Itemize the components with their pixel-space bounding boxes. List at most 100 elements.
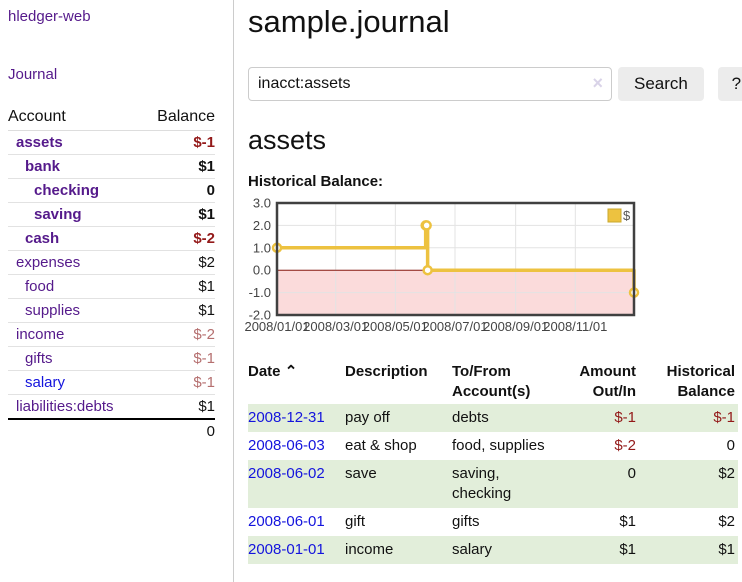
transaction-description: income xyxy=(345,541,394,558)
x-axis-tick-label: 2008/05/01 xyxy=(363,319,428,334)
transaction-balance: $-1 xyxy=(713,409,735,426)
account-balance: $-1 xyxy=(141,346,215,371)
account-row: assets $-1 xyxy=(8,130,215,155)
transaction-date-link[interactable]: 2008-06-01 xyxy=(248,513,325,530)
search-button[interactable]: Search xyxy=(618,67,704,101)
accounts-header-account: Account xyxy=(8,104,142,131)
x-axis-tick-label: 2008/11/01 xyxy=(543,319,607,334)
account-row: food $1 xyxy=(8,274,215,299)
transaction-balance: $2 xyxy=(718,513,735,530)
account-link[interactable]: salary xyxy=(25,374,66,391)
data-point-marker xyxy=(422,264,433,276)
column-header-date[interactable]: Date ⌃ xyxy=(248,363,298,380)
account-link[interactable]: supplies xyxy=(25,302,81,319)
account-row: bank $1 xyxy=(8,154,215,179)
account-row: supplies $1 xyxy=(8,298,215,323)
sidebar: hledger-web Journal Account Balance asse… xyxy=(0,0,234,582)
transaction-amount: $1 xyxy=(619,541,636,558)
search-form: × Search ? xyxy=(248,67,742,101)
account-balance: $1 xyxy=(141,202,215,227)
account-row: expenses $2 xyxy=(8,250,215,275)
account-link[interactable]: assets xyxy=(16,134,63,151)
transaction-description: eat & shop xyxy=(345,437,417,454)
page-title: sample.journal xyxy=(248,4,450,39)
account-row: gifts $-1 xyxy=(8,346,215,371)
x-axis-tick-label: 2008/03/01 xyxy=(303,319,368,334)
account-row: saving $1 xyxy=(8,202,215,227)
column-header-balance: Historical Balance xyxy=(666,363,735,400)
account-link[interactable]: gifts xyxy=(25,350,53,367)
transaction-date-link[interactable]: 2008-01-01 xyxy=(248,541,325,558)
transaction-row[interactable]: 2008-12-31 pay off debts $-1 $-1 xyxy=(248,404,738,432)
account-link[interactable]: liabilities:debts xyxy=(16,398,114,415)
account-balance: $-1 xyxy=(141,370,215,395)
account-row: cash $-2 xyxy=(8,226,215,251)
transaction-row[interactable]: 2008-06-01 gift gifts $1 $2 xyxy=(248,508,738,536)
y-axis-tick-label: 0.0 xyxy=(253,263,271,278)
transaction-description: save xyxy=(345,465,377,482)
sort-ascending-icon: ⌃ xyxy=(284,363,298,380)
column-header-description: Description xyxy=(345,363,428,380)
account-row: checking 0 xyxy=(8,178,215,203)
account-row: liabilities:debts $1 xyxy=(8,394,215,419)
y-axis-tick-label: 3.0 xyxy=(253,196,271,211)
account-link[interactable]: bank xyxy=(25,158,61,175)
transaction-balance: $2 xyxy=(718,465,735,482)
chart-title: Historical Balance: xyxy=(248,173,384,190)
register-header-row: Date ⌃ Description To/From Account(s) Am… xyxy=(248,360,738,404)
account-balance: $-1 xyxy=(141,130,215,155)
account-link[interactable]: saving xyxy=(34,206,82,223)
column-header-amount: Amount Out/In xyxy=(579,363,636,400)
account-heading: assets xyxy=(248,125,327,155)
transaction-balance: $1 xyxy=(718,541,735,558)
transaction-accounts: gifts xyxy=(452,513,480,530)
account-balance: $1 xyxy=(141,298,215,323)
accounts-total-value: 0 xyxy=(141,418,215,443)
accounts-header-balance: Balance xyxy=(141,104,215,131)
column-header-accounts: To/From Account(s) xyxy=(452,363,531,400)
historical-balance-chart[interactable]: $3.0 2.0 1.0 0.0 -1.0 -2.02008/01/012008/03/0… xyxy=(244,196,640,339)
account-link[interactable]: expenses xyxy=(16,254,81,271)
search-input[interactable] xyxy=(248,67,612,101)
x-axis-tick-label: 2008/01/01 xyxy=(244,319,309,334)
account-balance: $-2 xyxy=(141,226,215,251)
y-axis-tick-label: -1.0 xyxy=(249,285,271,300)
transaction-row[interactable]: 2008-01-01 income salary $1 $1 xyxy=(248,536,738,564)
account-balance: $1 xyxy=(141,274,215,299)
transaction-date-link[interactable]: 2008-12-31 xyxy=(248,409,325,426)
transaction-amount: $1 xyxy=(619,513,636,530)
account-balance: $-2 xyxy=(141,322,215,347)
transaction-date-link[interactable]: 2008-06-02 xyxy=(248,465,325,482)
transaction-row[interactable]: 2008-06-02 save saving, checking 0 $2 xyxy=(248,460,738,508)
y-axis-tick-label: -2.0 xyxy=(249,308,271,323)
legend-label: $ xyxy=(623,208,631,223)
transaction-amount: 0 xyxy=(627,465,636,482)
clear-search-icon[interactable]: × xyxy=(592,73,603,93)
register-table: Date ⌃ Description To/From Account(s) Am… xyxy=(248,360,738,564)
account-link[interactable]: checking xyxy=(34,182,100,199)
transaction-balance: 0 xyxy=(726,437,735,454)
transaction-date-link[interactable]: 2008-06-03 xyxy=(248,437,325,454)
transaction-amount: $-1 xyxy=(614,409,636,426)
account-link[interactable]: food xyxy=(25,278,55,295)
transaction-accounts: debts xyxy=(452,409,489,426)
journal-link[interactable]: Journal xyxy=(8,66,58,83)
y-axis-tick-label: 1.0 xyxy=(253,240,271,255)
help-button[interactable]: ? xyxy=(717,67,742,101)
account-balance: 0 xyxy=(141,178,215,203)
transaction-row[interactable]: 2008-06-03 eat & shop food, supplies $-2 0 xyxy=(248,432,738,460)
transaction-description: gift xyxy=(345,513,366,530)
x-axis-tick-label: 2008/07/01 xyxy=(422,319,487,334)
main-content: sample.journal × Search ? assets Histori… xyxy=(234,0,742,582)
account-link[interactable]: income xyxy=(16,326,65,343)
transaction-accounts: saving, checking xyxy=(452,465,512,502)
brand-link[interactable]: hledger-web xyxy=(8,8,91,25)
accounts-table: Account Balance assets $-1 bank $1 checking 0… xyxy=(8,104,215,443)
transaction-description: pay off xyxy=(345,409,390,426)
account-row: salary $-1 xyxy=(8,370,215,395)
data-point-marker xyxy=(421,220,432,231)
account-link[interactable]: cash xyxy=(25,230,60,247)
account-row: income $-2 xyxy=(8,322,215,347)
x-axis-tick-label: 2008/09/01 xyxy=(483,319,548,334)
transaction-accounts: food, supplies xyxy=(452,437,545,454)
